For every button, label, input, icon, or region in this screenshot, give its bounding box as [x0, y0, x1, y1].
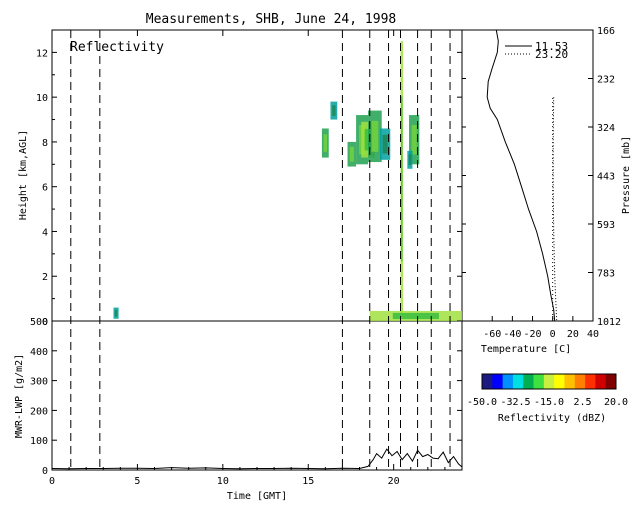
height-tick-label: 6: [42, 183, 48, 194]
time-tick-label: 0: [49, 476, 55, 487]
reflectivity-cell-core: [408, 154, 412, 166]
lwp-panel: MWR-LWP [g/m2] Time [GMT]: [14, 320, 463, 502]
colorbar-segment: [512, 374, 524, 389]
height-tick-label: 2: [42, 272, 48, 283]
time-tick-label: 20: [388, 476, 400, 487]
time-tick-label: 15: [302, 476, 314, 487]
colorbar-segment: [554, 374, 565, 389]
colorbar-segment: [543, 374, 555, 389]
time-tick-label: 10: [217, 476, 229, 487]
lwp-series-line: [51, 448, 463, 470]
colorbar-tick-label: 2.5: [573, 397, 591, 408]
colorbar-segment: [482, 374, 493, 389]
reflectivity-cell-core: [349, 146, 354, 162]
colorbar: Reflectivity (dBZ): [498, 413, 606, 424]
time-axis-label: Time [GMT]: [227, 491, 287, 502]
colorbar-tick-label: -15.0: [534, 397, 564, 408]
colorbar-segment: [492, 374, 504, 389]
lwp-tick-label: 100: [30, 436, 48, 447]
pressure-axis-label: Pressure [mb]: [621, 136, 632, 214]
temperature-profile-dotted: [552, 97, 558, 322]
pressure-tick-label: 166: [597, 26, 615, 37]
height-axis-label: Height [km,AGL]: [18, 130, 29, 220]
pressure-tick-label: 783: [597, 269, 615, 280]
reflectivity-cell-core: [411, 124, 417, 155]
colorbar-segment: [533, 374, 545, 389]
pressure-tick-label: 324: [597, 123, 615, 134]
reflectivity-cell-core: [332, 105, 336, 116]
colorbar-segment: [502, 374, 514, 389]
temperature-tick-label: 40: [587, 329, 599, 340]
pressure-tick-label: 443: [597, 172, 615, 183]
colorbar-segment: [595, 374, 607, 389]
colorbar-tick-label: 20.0: [604, 397, 628, 408]
reflectivity-cell-core: [323, 134, 328, 152]
reflectivity-panel: Reflectivity Height [km,AGL]: [18, 29, 463, 322]
lwp-tick-label: 200: [30, 406, 48, 417]
lwp-axis-label: MWR-LWP [g/m2]: [14, 354, 25, 438]
colorbar-frame: [481, 373, 617, 390]
pressure-tick-label: 1012: [597, 317, 621, 328]
temperature-tick-label: -20: [524, 329, 542, 340]
colorbar-segment: [585, 374, 596, 389]
height-tick-label: 4: [42, 227, 48, 238]
colorbar-segment: [605, 374, 617, 389]
colorbar-tick-label: -32.5: [500, 397, 530, 408]
lwp-tick-label: 400: [30, 347, 48, 358]
reflectivity-panel-label: Reflectivity: [70, 40, 164, 55]
temperature-tick-label: 20: [567, 329, 579, 340]
pressure-tick-label: 232: [597, 75, 615, 86]
legend-dotted-label: 23.20: [535, 48, 568, 61]
reflectivity-cell-core: [382, 134, 388, 154]
temperature-axis-label: Temperature [C]: [481, 344, 571, 355]
colorbar-segment: [523, 374, 535, 389]
height-tick-label: 10: [36, 93, 48, 104]
colorbar-label: Reflectivity (dBZ): [498, 413, 606, 424]
time-tick-label: 5: [134, 476, 140, 487]
temperature-tick-label: 0: [550, 329, 556, 340]
temperature-frame: [461, 29, 594, 322]
height-tick-label: 0: [42, 317, 48, 328]
colorbar-tick-label: -50.0: [467, 397, 497, 408]
temperature-tick-label: -60: [483, 329, 501, 340]
reflectivity-cell-core: [114, 309, 118, 317]
lwp-tick-label: 300: [30, 377, 48, 388]
page-title: Measurements, SHB, June 24, 1998: [146, 12, 396, 27]
colorbar-segment: [564, 374, 576, 389]
lwp-tick-label: 500: [30, 317, 48, 328]
lwp-tick-label: 0: [42, 466, 48, 477]
temperature-profile-solid: [486, 29, 556, 322]
height-tick-label: 8: [42, 138, 48, 149]
temperature-tick-label: -40: [503, 329, 521, 340]
legend-solid-label: 11.53: [535, 40, 568, 53]
reflectivity-cell-core: [401, 96, 403, 262]
reflectivity-cell-core: [371, 120, 379, 152]
height-tick-label: 12: [36, 48, 48, 59]
reflectivity-cell-core: [392, 312, 439, 319]
colorbar-segment: [574, 374, 586, 389]
pressure-tick-label: 593: [597, 220, 615, 231]
